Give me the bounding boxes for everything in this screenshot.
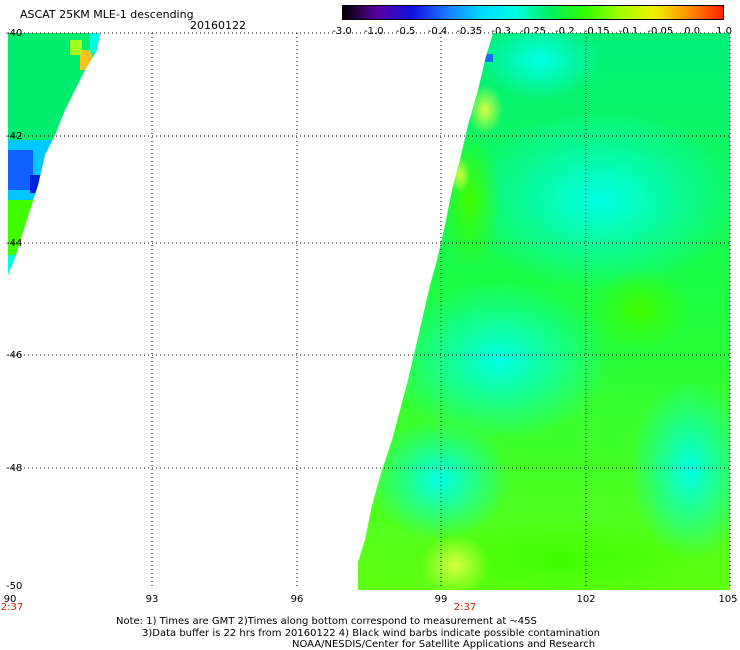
lon-label: 99: [434, 594, 448, 605]
lat-label: -46: [6, 350, 23, 361]
lon-label: 102: [576, 594, 596, 605]
map-title: ASCAT 25KM MLE-1 descending: [20, 8, 194, 21]
map-date: 20160122: [190, 19, 246, 32]
colorbar-tick-label: 0.0: [684, 26, 701, 37]
lat-label: -42: [6, 131, 23, 142]
time-label: 2:37: [453, 602, 477, 613]
lat-label: -44: [6, 238, 23, 249]
lat-label: -48: [6, 463, 23, 474]
colorbar-tick-label: -0.15: [583, 26, 610, 37]
colorbar-tick-label: -0.2: [555, 26, 575, 37]
colorbar-tick-label: -0.3: [491, 26, 511, 37]
note-line-1: Note: 1) Times are GMT 2)Times along bot…: [116, 616, 537, 627]
time-label: 2:37: [0, 602, 24, 613]
lat-label: -50: [6, 581, 23, 592]
lon-label: 105: [718, 594, 738, 605]
colorbar-tick-label: -0.35: [456, 26, 483, 37]
colorbar-tick-label: -0.05: [647, 26, 674, 37]
lon-label: 93: [145, 594, 159, 605]
colorbar-tick-label: -0.25: [520, 26, 546, 37]
colorbar-tick-label: -1.0: [364, 26, 384, 37]
right-swath: [358, 33, 730, 590]
colorbar-tick-label: -0.1: [618, 26, 639, 37]
lon-label: 96: [290, 594, 304, 605]
colorbar-tick-label: -0.4: [427, 26, 448, 37]
colorbar-tick-label: 1.0: [716, 26, 732, 37]
lat-label: -40: [6, 28, 23, 39]
note-line-3: NOAA/NESDIS/Center for Satellite Applica…: [292, 639, 596, 650]
map-grid: [8, 32, 731, 588]
colorbar-tick-label: -0.5: [395, 26, 416, 37]
note-line-2: 3)Data buffer is 22 hrs from 20160122 4)…: [142, 628, 600, 639]
colorbar: [342, 5, 724, 20]
lon-label: 90: [3, 594, 17, 605]
colorbar-tick-label: -3.0: [332, 26, 352, 37]
